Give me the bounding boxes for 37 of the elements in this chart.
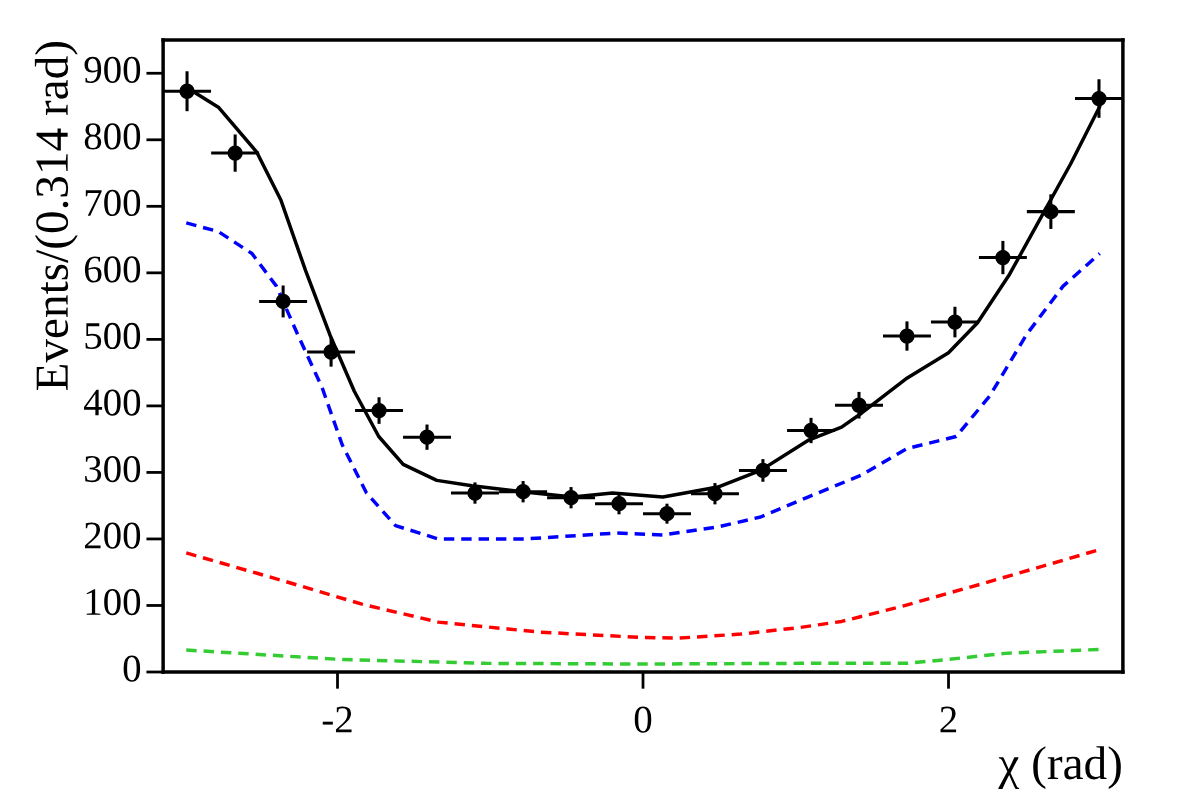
y-tick-label: 0 <box>123 655 141 682</box>
point <box>947 314 963 330</box>
point <box>611 496 627 512</box>
point <box>419 429 435 445</box>
x-tick-label: 0 <box>634 706 652 733</box>
point <box>323 344 339 360</box>
point <box>659 506 675 522</box>
line-series <box>184 647 1102 666</box>
point <box>515 484 531 500</box>
y-tick-label: 900 <box>84 56 141 83</box>
y-axis-title: Events/(0.314 rad) <box>34 42 78 391</box>
y-tick-label: 200 <box>84 522 141 549</box>
point <box>1091 90 1107 107</box>
y-tick-label: 600 <box>84 256 141 283</box>
line-series <box>184 221 1102 541</box>
y-tick-label: 300 <box>85 455 141 483</box>
point <box>1043 203 1059 220</box>
y-tick-label: 700 <box>85 189 141 217</box>
point <box>995 249 1011 266</box>
point <box>707 486 723 502</box>
point <box>371 402 387 419</box>
y-tick-label: 500 <box>85 322 141 350</box>
point <box>179 83 195 99</box>
y-tick-label: 400 <box>84 389 141 416</box>
point <box>227 145 243 161</box>
x-tick-label: 2 <box>940 706 957 733</box>
point <box>899 328 915 344</box>
point <box>467 485 483 501</box>
point <box>275 293 291 310</box>
point <box>851 397 867 413</box>
x-axis-title: χ (rad) <box>998 746 1121 789</box>
point <box>755 462 771 479</box>
y-tick-label: 800 <box>84 123 141 150</box>
point <box>803 422 819 439</box>
y-tick-label: 100 <box>86 588 141 616</box>
x-tick-label: -2 <box>322 706 352 733</box>
point <box>563 490 579 506</box>
